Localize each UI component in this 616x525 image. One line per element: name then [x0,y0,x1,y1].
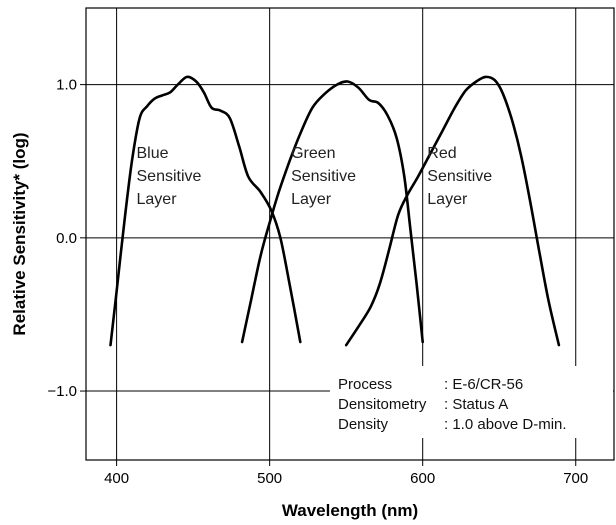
process-info-box: Process : E-6/CR-56 Densitometry : Status A… [330,366,613,438]
red-sensitivity-curve [344,75,561,347]
red-label-line-1: Red [427,145,456,162]
info-row-key: Process [338,376,392,393]
x-tick-label: 600 [410,470,435,487]
x-tick-label: 500 [257,470,282,487]
plot-area-frame [85,7,615,461]
curves [109,75,561,347]
info-row-key: Density [338,416,389,433]
blue-layer-label: Blue Sensitive Layer [137,145,202,208]
y-tick-label: 1.0 [56,77,77,94]
info-row-value: : E-6/CR-56 [444,376,523,393]
red-label-line-2: Sensitive [427,168,492,185]
red-label-line-3: Layer [427,191,468,208]
green-label-line-2: Sensitive [291,168,356,185]
info-row-value: : Status A [444,396,508,413]
x-tick-label: 700 [563,470,588,487]
y-tick-label: −1.0 [47,383,77,400]
x-axis-title: Wavelength (nm) [282,501,418,520]
info-row-value: : 1.0 above D-min. [444,416,567,433]
info-box-background [330,366,613,438]
blue-label-line-1: Blue [137,145,169,162]
green-label-line-1: Green [291,145,335,162]
axis-ticks: 400 500 600 700 1.0 0.0 −1.0 [47,77,588,487]
info-row-key: Densitometry [338,396,427,413]
red-layer-label: Red Sensitive Layer [427,145,492,208]
blue-label-line-3: Layer [137,191,178,208]
blue-label-line-2: Sensitive [137,168,202,185]
green-layer-label: Green Sensitive Layer [291,145,356,208]
x-tick-label: 400 [104,470,129,487]
blue-sensitivity-curve [109,75,302,347]
y-axis-title: Relative Sensitivity* (log) [10,132,29,335]
green-label-line-3: Layer [291,191,332,208]
y-tick-label: 0.0 [56,230,77,247]
green-sensitivity-curve [240,80,424,344]
